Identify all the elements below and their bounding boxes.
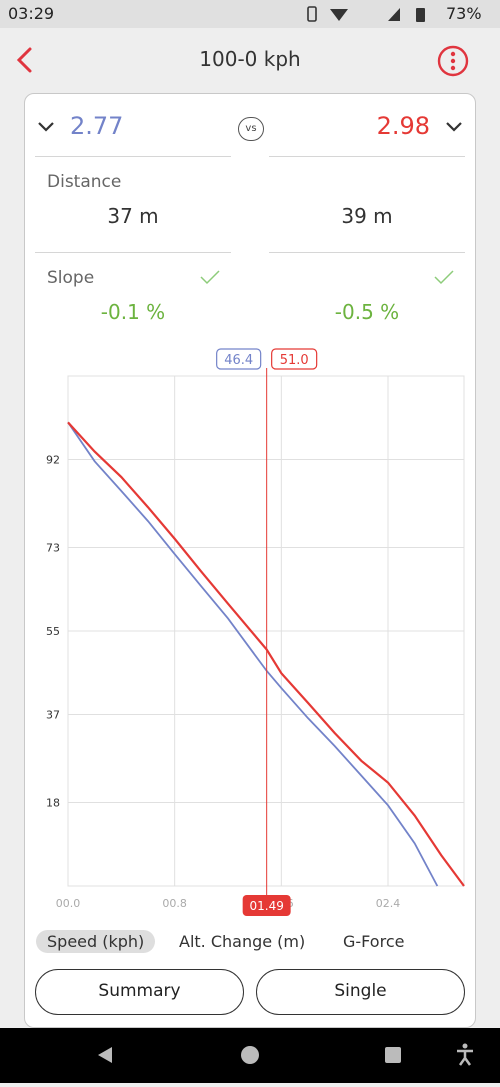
tab[interactable]: Alt. Change (m) [179,932,306,951]
check-icon [434,270,454,285]
nav-bar [0,1028,500,1083]
dropdown-left[interactable] [36,118,56,136]
speed-line [67,421,439,887]
battery: 73% [446,4,482,23]
x-tick-label: 00.8 [162,897,187,910]
cursor-time-box [242,895,291,916]
menu-button[interactable] [436,44,470,78]
divider [269,156,465,157]
status-icons [307,6,425,22]
page-title: 100-0 kph [199,47,301,71]
cursor-value-box [271,348,318,370]
tab[interactable]: G-Force [343,932,405,951]
right-time: 2.98 [376,112,430,140]
distance-right: 39 m [341,204,393,228]
left-time: 2.77 [70,112,124,140]
cursor-value-label: 46.4 [224,353,253,368]
divider [35,252,231,253]
dropdown-right[interactable] [444,118,464,136]
divider [269,252,465,253]
distance-label: Distance [47,172,122,192]
y-tick-label: 73 [46,542,60,555]
x-tick-label: 02.4 [376,897,401,910]
summary-button[interactable]: Summary [35,969,244,1015]
slope-right: -0.5 % [334,300,400,324]
cursor-value-box [216,348,262,370]
y-tick-label: 92 [46,453,60,466]
slope-left: -0.1 % [100,300,166,324]
y-tick-label: 18 [46,797,60,810]
divider [35,156,231,157]
card [24,93,476,1028]
single-button[interactable]: Single [256,969,465,1015]
cursor-value-label: 51.0 [280,353,309,368]
clock: 03:29 [8,4,55,23]
tab-active[interactable]: Speed (kph) [36,930,156,953]
x-tick-label: 00.0 [56,897,81,910]
back-button[interactable] [12,46,38,74]
vs-badge: vs [238,117,264,141]
distance-left: 37 m [107,204,159,228]
check-icon [200,270,220,285]
nav-icons [98,1043,473,1066]
y-tick-label: 37 [46,708,60,721]
cursor-time-label: 01.49 [249,899,283,913]
slope-label: Slope [47,268,95,288]
status-bar: 03:29 73% [0,0,500,28]
y-tick-label: 55 [46,625,60,638]
speed-line [67,421,465,887]
